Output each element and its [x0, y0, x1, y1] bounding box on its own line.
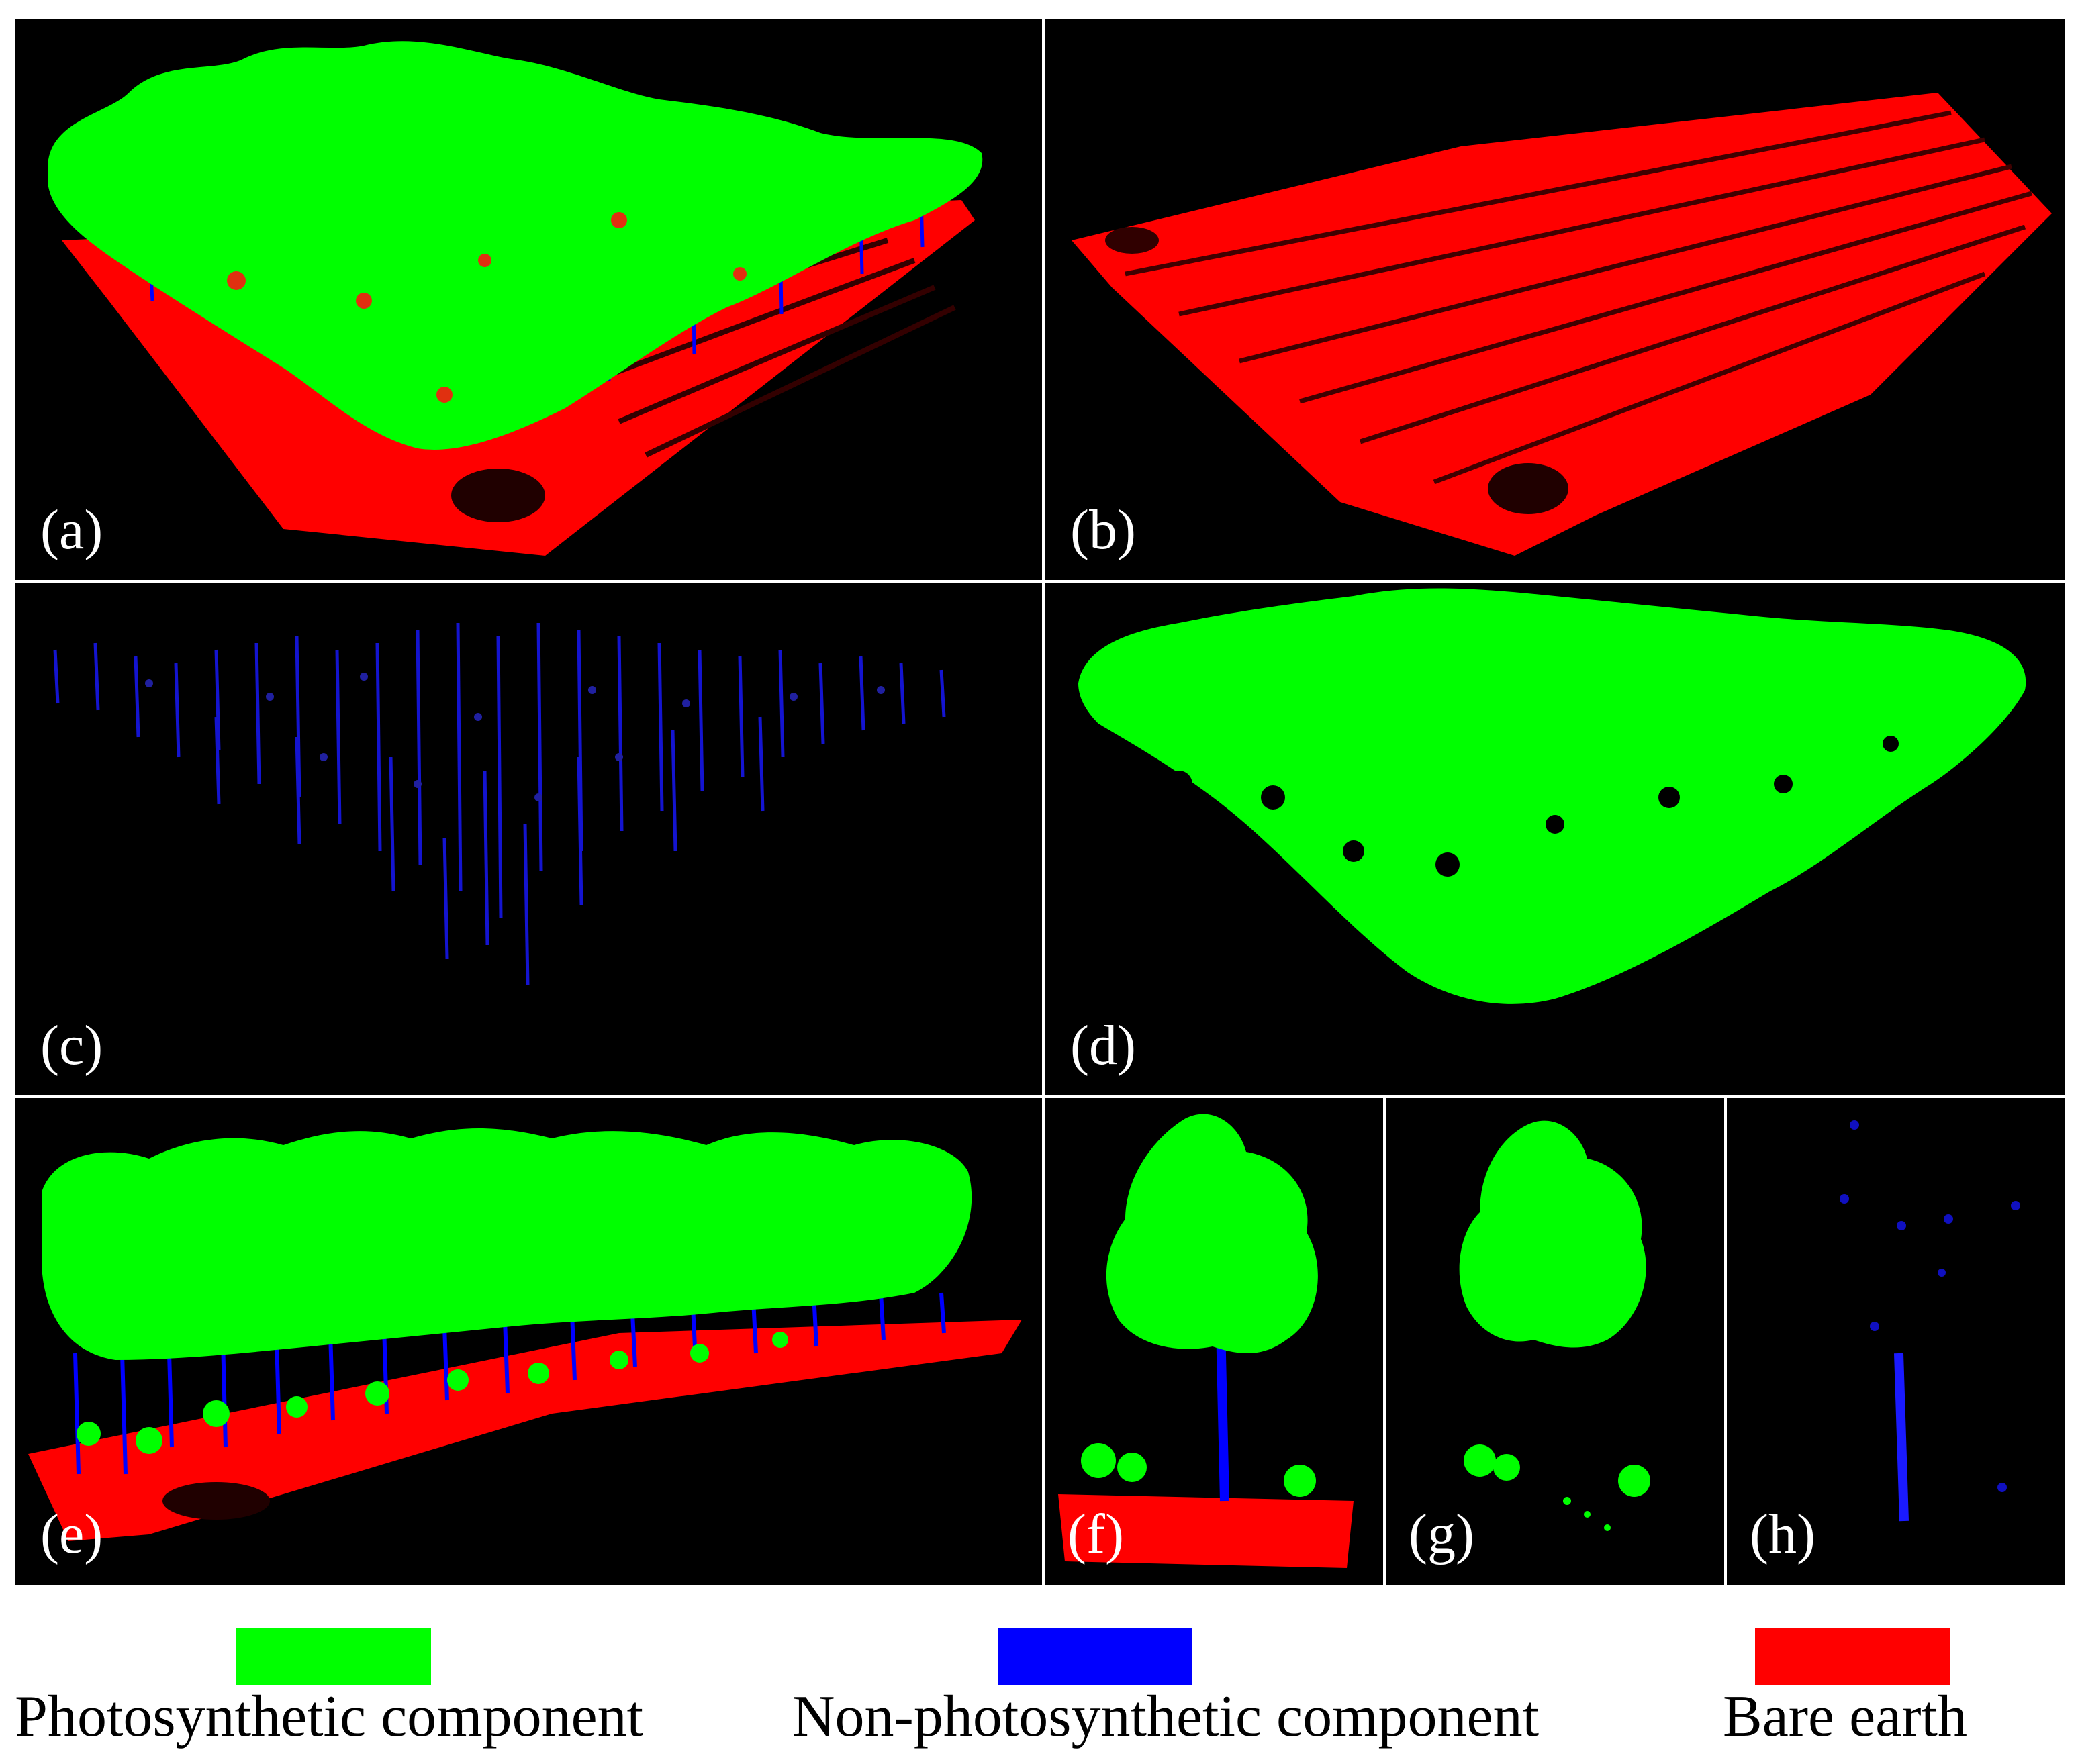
panel-b-bare-earth: (b)	[1045, 19, 2065, 580]
canopy-shadows	[1166, 736, 1899, 877]
panel-g-tree-photosynthetic: (g)	[1386, 1098, 1724, 1585]
panel-h-scene	[1840, 1120, 2020, 1522]
panel-f-scene	[1058, 1114, 1354, 1568]
panel-c-stems: (c)	[15, 583, 1042, 1095]
furrow-lines	[1125, 110, 2032, 485]
understory-shrubs	[1464, 1444, 1650, 1531]
panel-e-row-side-view: (e)	[15, 1098, 1042, 1585]
understory-shrubs	[1081, 1443, 1316, 1497]
panel-c-scene	[53, 622, 946, 986]
panel-label-f: (f)	[1068, 1503, 1124, 1565]
panel-label-a: (a)	[40, 499, 103, 561]
panel-e-scene	[28, 1128, 1022, 1541]
panel-h-tree-stem: (h)	[1727, 1098, 2065, 1585]
stem-scatter	[145, 673, 885, 801]
panel-label-b: (b)	[1070, 499, 1136, 561]
panel-label-c: (c)	[40, 1014, 103, 1077]
branch-points	[1840, 1120, 2020, 1492]
canopy	[48, 41, 983, 450]
ground-block	[1058, 1494, 1354, 1568]
panel-d-scene	[1078, 588, 2026, 1004]
panel-d-canopy: (d)	[1045, 583, 2065, 1095]
legend-swatch-non-photosynthetic	[998, 1628, 1192, 1685]
canopy-row	[42, 1128, 972, 1360]
tree-trunks	[73, 1292, 946, 1475]
ground-strip	[28, 1320, 1022, 1541]
bare-earth-surface	[1072, 93, 2052, 556]
legend-swatch-photosynthetic	[236, 1628, 431, 1685]
panel-b-scene	[1072, 93, 2052, 556]
panel-label-g: (g)	[1409, 1503, 1474, 1565]
tree-trunk	[1216, 1326, 1229, 1502]
legend-swatch-bare-earth	[1755, 1628, 1950, 1685]
panel-label-h: (h)	[1750, 1503, 1815, 1565]
ground-pit	[1488, 463, 1568, 514]
ground-pit-2	[1105, 227, 1159, 254]
canopy	[1078, 588, 2026, 1004]
tree-trunk	[1894, 1353, 1909, 1522]
legend-label-photosynthetic: Photosynthetic component	[15, 1684, 644, 1749]
ground-pit	[162, 1482, 270, 1520]
legend-label-non-photosynthetic: Non-photosynthetic component	[792, 1684, 1540, 1749]
panel-a-scene	[48, 41, 983, 556]
panel-label-e: (e)	[40, 1503, 103, 1565]
panel-g-scene	[1459, 1120, 1650, 1531]
canopy-gaps	[227, 212, 747, 403]
panel-f-single-tree: (f)	[1045, 1098, 1383, 1585]
tree-crown	[1459, 1120, 1646, 1348]
panel-label-d: (d)	[1070, 1014, 1136, 1077]
understory-shrubs	[77, 1332, 788, 1454]
panel-a-full-point-cloud: (a)	[15, 19, 1042, 580]
tree-crown	[1106, 1114, 1318, 1353]
legend-label-bare-earth: Bare earth	[1723, 1684, 1967, 1749]
ground-pit	[451, 469, 545, 522]
stem-points	[53, 622, 946, 986]
